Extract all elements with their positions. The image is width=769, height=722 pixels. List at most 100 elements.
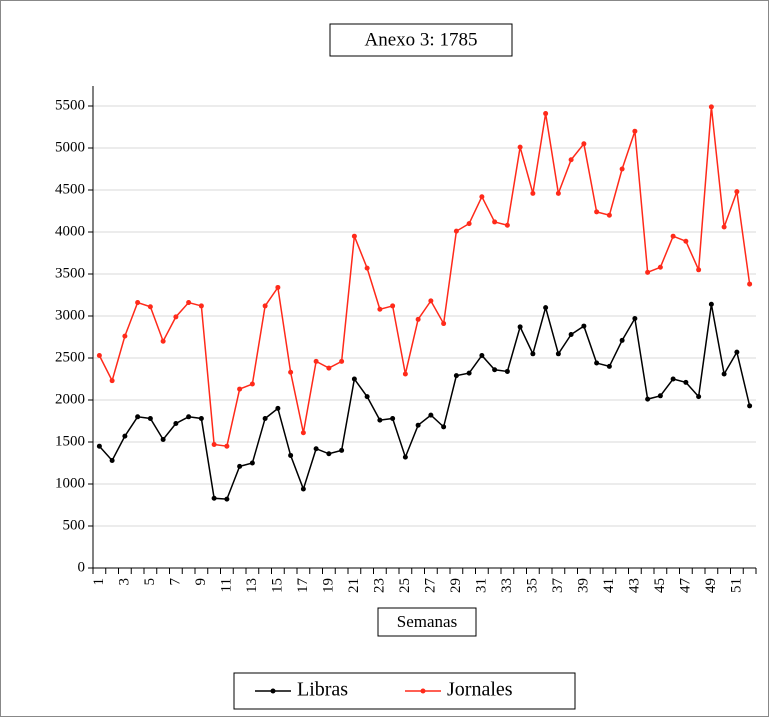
data-point — [428, 412, 434, 418]
legend-label: Libras — [297, 679, 348, 701]
data-point — [135, 300, 141, 306]
data-point — [619, 337, 625, 343]
x-tick-label: 11 — [218, 578, 234, 592]
y-tick-label: 5500 — [55, 97, 85, 113]
data-point — [670, 233, 676, 239]
x-tick-label: 5 — [142, 578, 158, 586]
data-point — [364, 394, 370, 400]
data-point — [530, 351, 536, 357]
data-point — [160, 338, 166, 344]
data-point — [441, 424, 447, 430]
data-point — [364, 265, 370, 271]
data-point — [594, 209, 600, 215]
data-point — [453, 373, 459, 379]
x-tick-label: 25 — [397, 578, 413, 593]
data-point — [249, 460, 255, 466]
data-point — [568, 157, 574, 163]
data-point — [211, 442, 217, 448]
data-point — [147, 304, 153, 310]
data-point — [351, 233, 357, 239]
x-tick-label: 49 — [703, 578, 719, 593]
data-point — [543, 111, 549, 117]
data-point — [160, 436, 166, 442]
data-point — [517, 324, 523, 330]
chart-title: Anexo 3: 1785 — [365, 29, 478, 50]
data-point — [466, 370, 472, 376]
x-tick-label: 21 — [346, 578, 362, 593]
data-point — [390, 415, 396, 421]
data-point — [492, 219, 498, 225]
data-point — [721, 371, 727, 377]
data-point — [224, 443, 230, 449]
x-tick-label: 31 — [473, 578, 489, 593]
data-point — [428, 298, 434, 304]
data-point — [492, 367, 498, 373]
x-tick-label: 33 — [499, 578, 515, 593]
x-tick-label: 41 — [601, 578, 617, 593]
legend-label: Jornales — [447, 679, 513, 701]
data-point — [300, 486, 306, 492]
data-point — [275, 405, 281, 411]
y-tick-label: 4500 — [55, 181, 85, 197]
y-tick-label: 1500 — [55, 433, 85, 449]
data-point — [568, 331, 574, 337]
data-point — [186, 414, 192, 420]
data-point — [402, 454, 408, 460]
y-tick-label: 2500 — [55, 349, 85, 365]
data-point — [555, 190, 561, 196]
data-point — [581, 141, 587, 147]
data-point — [198, 415, 204, 421]
data-point — [186, 300, 192, 306]
data-point — [262, 303, 268, 309]
x-tick-label: 15 — [269, 578, 285, 593]
x-tick-label: 7 — [167, 578, 183, 586]
data-point — [147, 415, 153, 421]
data-point — [109, 457, 115, 463]
data-point — [504, 368, 510, 374]
data-point — [708, 104, 714, 110]
data-point — [747, 403, 753, 409]
x-tick-label: 35 — [524, 578, 540, 593]
data-point — [657, 264, 663, 270]
data-point — [198, 303, 204, 309]
y-tick-label: 4000 — [55, 223, 85, 239]
x-tick-label: 51 — [728, 578, 744, 593]
data-point — [122, 433, 128, 439]
x-tick-label: 13 — [244, 578, 260, 593]
data-point — [606, 212, 612, 218]
data-point — [645, 269, 651, 275]
data-point — [173, 314, 179, 320]
data-point — [249, 381, 255, 387]
data-point — [708, 301, 714, 307]
data-point — [721, 224, 727, 230]
data-point — [237, 386, 243, 392]
y-tick-label: 500 — [63, 517, 86, 533]
x-tick-label: 27 — [422, 578, 438, 594]
data-point — [288, 369, 294, 375]
data-point — [747, 281, 753, 287]
data-point — [326, 365, 332, 371]
data-point — [517, 144, 523, 150]
data-point — [326, 451, 332, 457]
x-axis-label: Semanas — [397, 612, 457, 631]
data-point — [237, 463, 243, 469]
data-point — [606, 363, 612, 369]
title-box — [329, 23, 513, 57]
y-tick-label: 3000 — [55, 307, 85, 323]
data-point — [96, 443, 102, 449]
data-point — [275, 284, 281, 290]
data-point — [313, 446, 319, 452]
data-point — [530, 190, 536, 196]
data-point — [479, 194, 485, 200]
data-point — [594, 360, 600, 366]
data-point — [415, 422, 421, 428]
data-point — [173, 421, 179, 427]
data-point — [734, 349, 740, 355]
data-point — [657, 393, 663, 399]
x-tick-label: 1 — [91, 578, 107, 586]
data-point — [211, 495, 217, 501]
data-point — [135, 414, 141, 420]
data-point — [466, 221, 472, 227]
x-tick-label: 45 — [652, 578, 668, 593]
